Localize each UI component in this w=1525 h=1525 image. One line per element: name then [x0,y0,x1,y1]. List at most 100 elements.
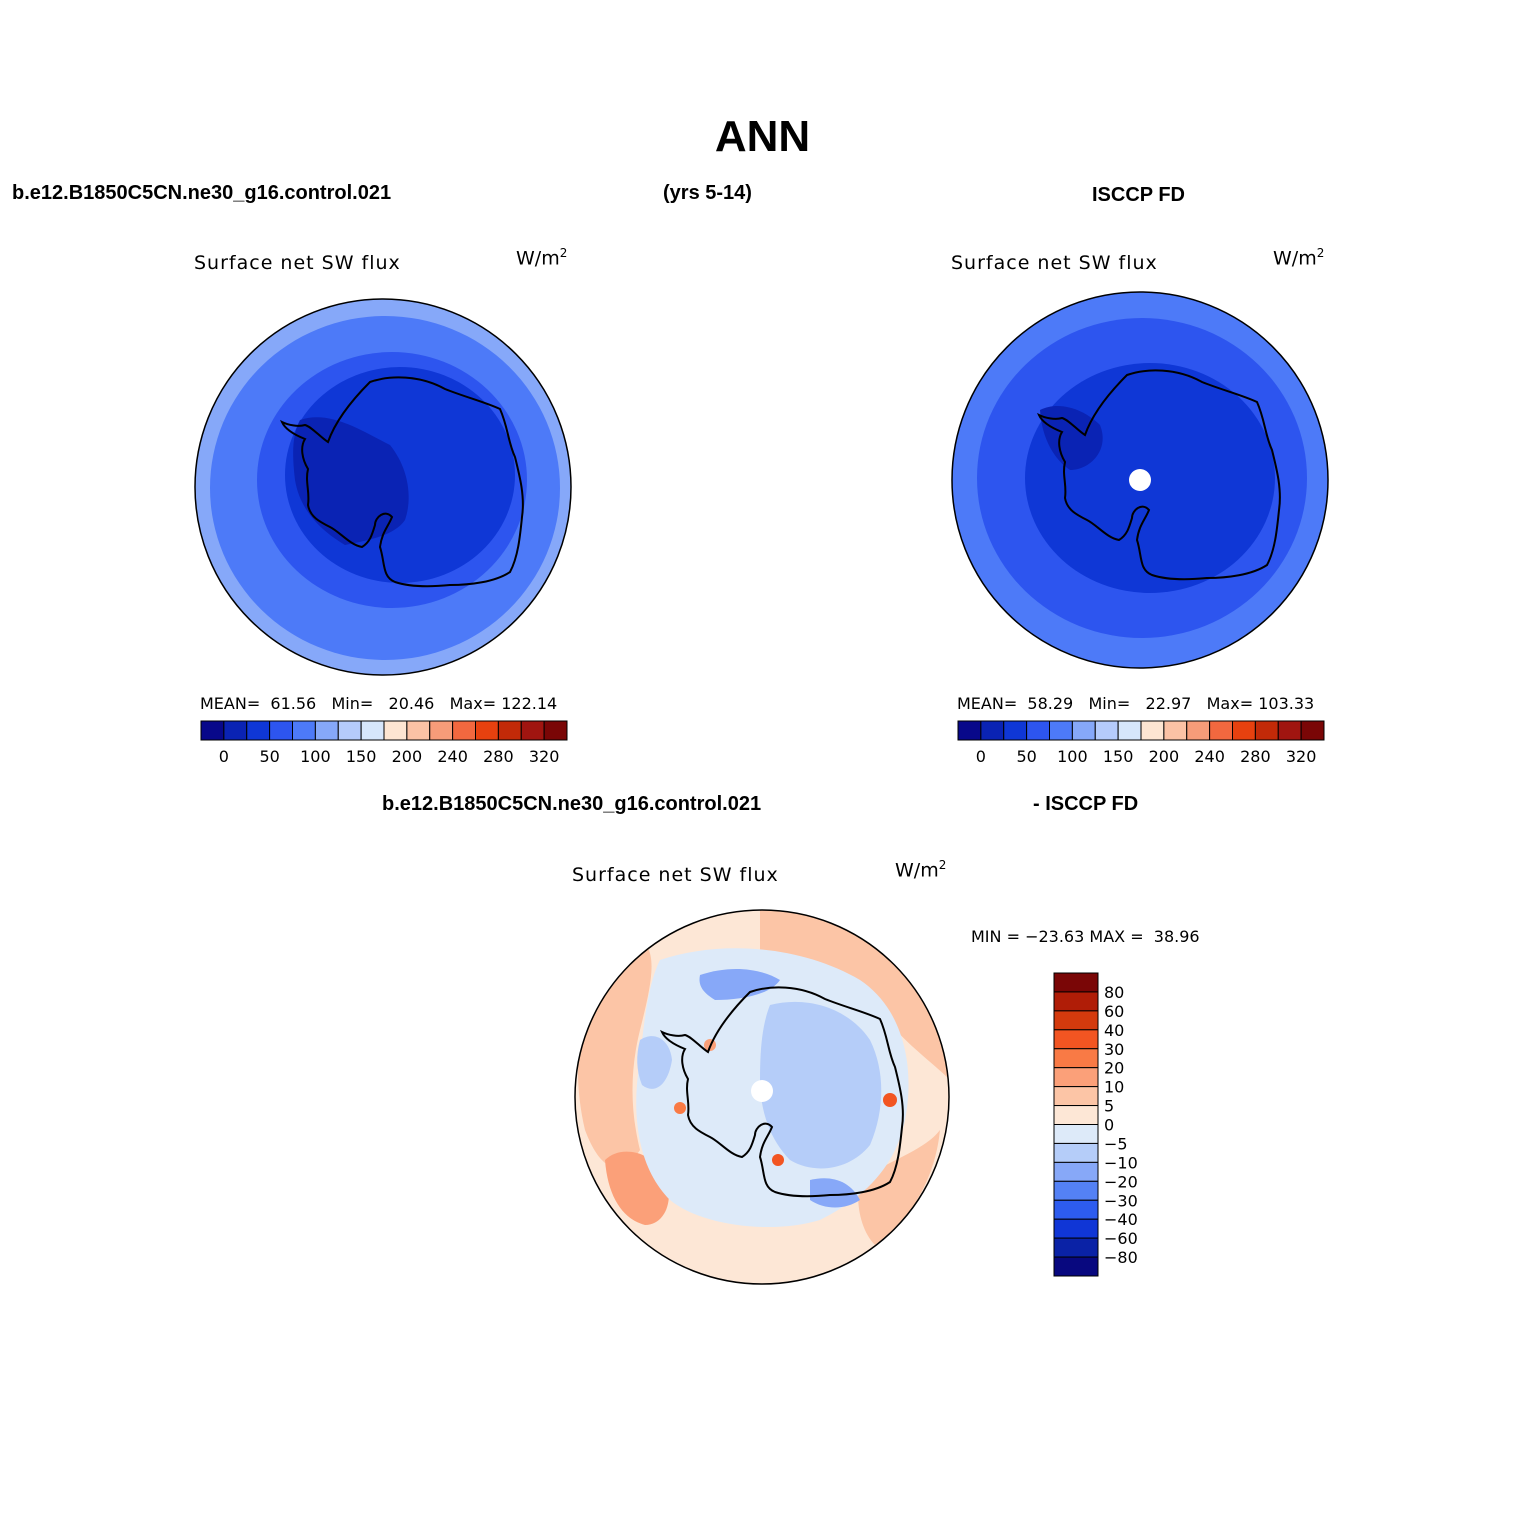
obs-colorbar-tick-label: 0 [976,747,986,766]
model-units-label: W/m2 [516,246,568,270]
diff-colorbar-swatch [1053,1029,1099,1050]
obs-colorbar-swatch [1117,720,1142,741]
model-colorbar-swatch [543,720,568,741]
model-field-darkest [293,417,409,545]
diff-field-light-se [858,1130,940,1245]
obs-colorbar-swatch [957,720,982,741]
diff-colorbar-swatch [1053,1048,1099,1069]
model-polar-map [194,298,572,676]
diff-colorbar-swatch [1053,1199,1099,1220]
obs-colorbar-swatch [1026,720,1050,741]
diff-hot-spot-2 [772,1154,784,1166]
main-title: ANN [714,112,811,161]
diff-colorbar-tick-label: −40 [1104,1210,1138,1229]
diff-colorbar-swatch [1053,991,1099,1012]
diff-case-header: b.e12.B1850C5CN.ne30_g16.control.021 [382,793,762,815]
diff-colorbar-swatch [1053,1124,1099,1144]
obs-colorbar-tick-label: 200 [1149,747,1180,766]
diff-colorbar-tick-label: 30 [1104,1040,1124,1059]
model-map-border [194,298,572,676]
model-colorbar-tick-label: 200 [392,747,423,766]
diff-colorbar-tick-label: −80 [1104,1248,1138,1267]
diff-colorbar-swatch [1053,1067,1099,1088]
obs-colorbar-swatch [1003,720,1028,741]
obs-pole-missing [1129,469,1151,491]
obs-colorbar-swatch [980,720,1005,741]
obs-colorbar-swatch [1163,720,1188,741]
obs-polar-map [951,291,1329,669]
diff-colorbar-tick-label: 40 [1104,1021,1124,1040]
obs-colorbar-tick-label: 100 [1057,747,1088,766]
obs-map-border [951,291,1329,669]
diff-map-border [574,909,950,1285]
model-colorbar-tick-label: 240 [437,747,468,766]
diff-colorbar-tick-label: −30 [1104,1191,1138,1210]
model-variable-label: Surface net SW flux [194,252,401,274]
model-colorbar-swatch [337,720,362,741]
diff-colorbar-tick-label: −60 [1104,1229,1138,1248]
model-colorbar-tick-label: 50 [259,747,279,766]
diff-variable-label: Surface net SW flux [572,864,779,886]
diff-colorbar-swatch [1053,972,1099,993]
diff-colorbar-swatch [1053,1105,1099,1125]
model-colorbar-swatch [475,720,499,741]
obs-colorbar-swatch [1049,720,1073,741]
model-colorbar-tick-label: 100 [300,747,331,766]
model-colorbar-swatch [292,720,316,741]
diff-stats: MIN = −23.63 MAX = 38.96 [971,927,1200,946]
diff-pole-missing [751,1080,773,1102]
obs-colorbar-tick-label: 50 [1016,747,1036,766]
diff-colorbar-swatch [1053,1237,1099,1258]
diff-colorbar-tick-label: −5 [1104,1134,1128,1153]
diff-colorbar-swatch [1053,1218,1099,1239]
obs-colorbar: 0 50 100 150 200 240 280 320 [957,720,1325,766]
diff-colorbar-swatch [1053,1142,1099,1163]
model-colorbar-tick-label: 0 [219,747,229,766]
diff-field-neg2-n [699,968,780,1000]
obs-colorbar-swatch [1209,720,1233,741]
obs-field-darkest [1040,405,1103,470]
obs-colorbar-tick-label: 320 [1286,747,1317,766]
diff-colorbar-swatch [1053,1180,1099,1201]
diff-field-neg2-se [810,1178,860,1208]
diff-colorbar-tick-label: −20 [1104,1172,1138,1191]
diff-field-neg1-w [637,1036,672,1089]
model-colorbar-tick-label: 280 [483,747,514,766]
diff-hot-spot-4 [674,1102,686,1114]
diff-hot-spot-1 [883,1093,897,1107]
diff-colorbar-swatch [1053,1086,1099,1107]
model-colorbar-swatch [452,720,476,741]
model-colorbar-swatch [360,720,385,741]
diff-units-label: W/m2 [895,858,947,882]
diff-obs-header: - ISCCP FD [1033,793,1139,815]
diff-colorbar-tick-label: 10 [1104,1078,1124,1097]
diff-field-light-ne [760,910,949,1080]
model-colorbar-swatch [269,720,293,741]
diff-colorbar-tick-label: 80 [1104,983,1124,1002]
diff-field-neg2 [760,1001,882,1169]
obs-name-header: ISCCP FD [1092,184,1185,206]
diff-colorbar-tick-label: 20 [1104,1059,1124,1078]
model-colorbar-swatch [223,720,248,741]
obs-colorbar-swatch [1071,720,1096,741]
diff-colorbar-swatch [1053,1256,1099,1277]
obs-colorbar-swatch [1300,720,1325,741]
obs-colorbar-tick-label: 280 [1240,747,1271,766]
diff-polar-map [574,909,950,1285]
obs-colorbar-tick-label: 150 [1103,747,1134,766]
obs-colorbar-swatch [1094,720,1119,741]
model-colorbar: 0 50 100 150 200 240 280 320 [200,720,568,766]
model-stats: MEAN= 61.56 Min= 20.46 Max= 122.14 [200,694,558,713]
obs-colorbar-swatch [1140,720,1165,741]
model-colorbar-swatch [200,720,225,741]
diff-colorbar-swatch [1053,1010,1099,1031]
model-colorbar-swatch [497,720,522,741]
diff-colorbar-tick-label: 0 [1104,1116,1114,1135]
obs-stats: MEAN= 58.29 Min= 22.97 Max= 103.33 [957,694,1315,713]
model-colorbar-swatch [429,720,454,741]
obs-units-label: W/m2 [1273,246,1325,270]
model-colorbar-tick-label: 320 [529,747,560,766]
obs-colorbar-swatch [1186,720,1211,741]
